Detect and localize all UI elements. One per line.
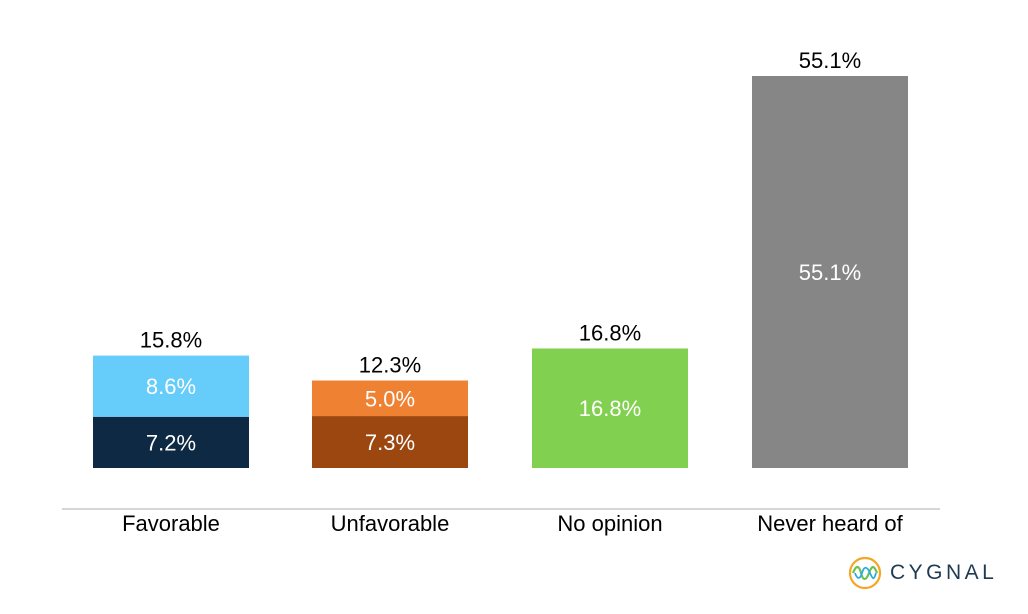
bar-segment xyxy=(532,348,688,468)
total-label: 15.8% xyxy=(140,328,202,353)
bar-segment xyxy=(312,416,468,468)
labels-layer: 7.2% 8.6% 15.8% Favorable 7.3% 5.0% 12.3% Unfav… xyxy=(122,48,904,536)
bar-segment xyxy=(312,380,468,417)
category-label: Unfavorable xyxy=(331,511,450,536)
category-label: Favorable xyxy=(122,511,220,536)
segment-label: 7.3% xyxy=(365,430,415,455)
category-label: Never heard of xyxy=(757,511,903,536)
segment-label: 5.0% xyxy=(365,386,415,411)
category-label: No opinion xyxy=(557,511,662,536)
bar-segment xyxy=(93,416,249,468)
segment-label: 8.6% xyxy=(146,374,196,399)
cygnal-logo: CYGNAL xyxy=(848,556,997,590)
segment-label: 16.8% xyxy=(579,396,641,421)
segment-label: 7.2% xyxy=(146,430,196,455)
total-label: 12.3% xyxy=(359,352,421,377)
total-label: 55.1% xyxy=(799,48,861,73)
bars-layer xyxy=(93,76,908,468)
logo-text: CYGNAL xyxy=(890,561,998,584)
bar-segment xyxy=(93,355,249,417)
segment-label: 55.1% xyxy=(799,260,861,285)
bar-segment xyxy=(752,76,908,468)
cygnal-logo-icon xyxy=(848,556,882,590)
total-label: 16.8% xyxy=(579,320,641,345)
